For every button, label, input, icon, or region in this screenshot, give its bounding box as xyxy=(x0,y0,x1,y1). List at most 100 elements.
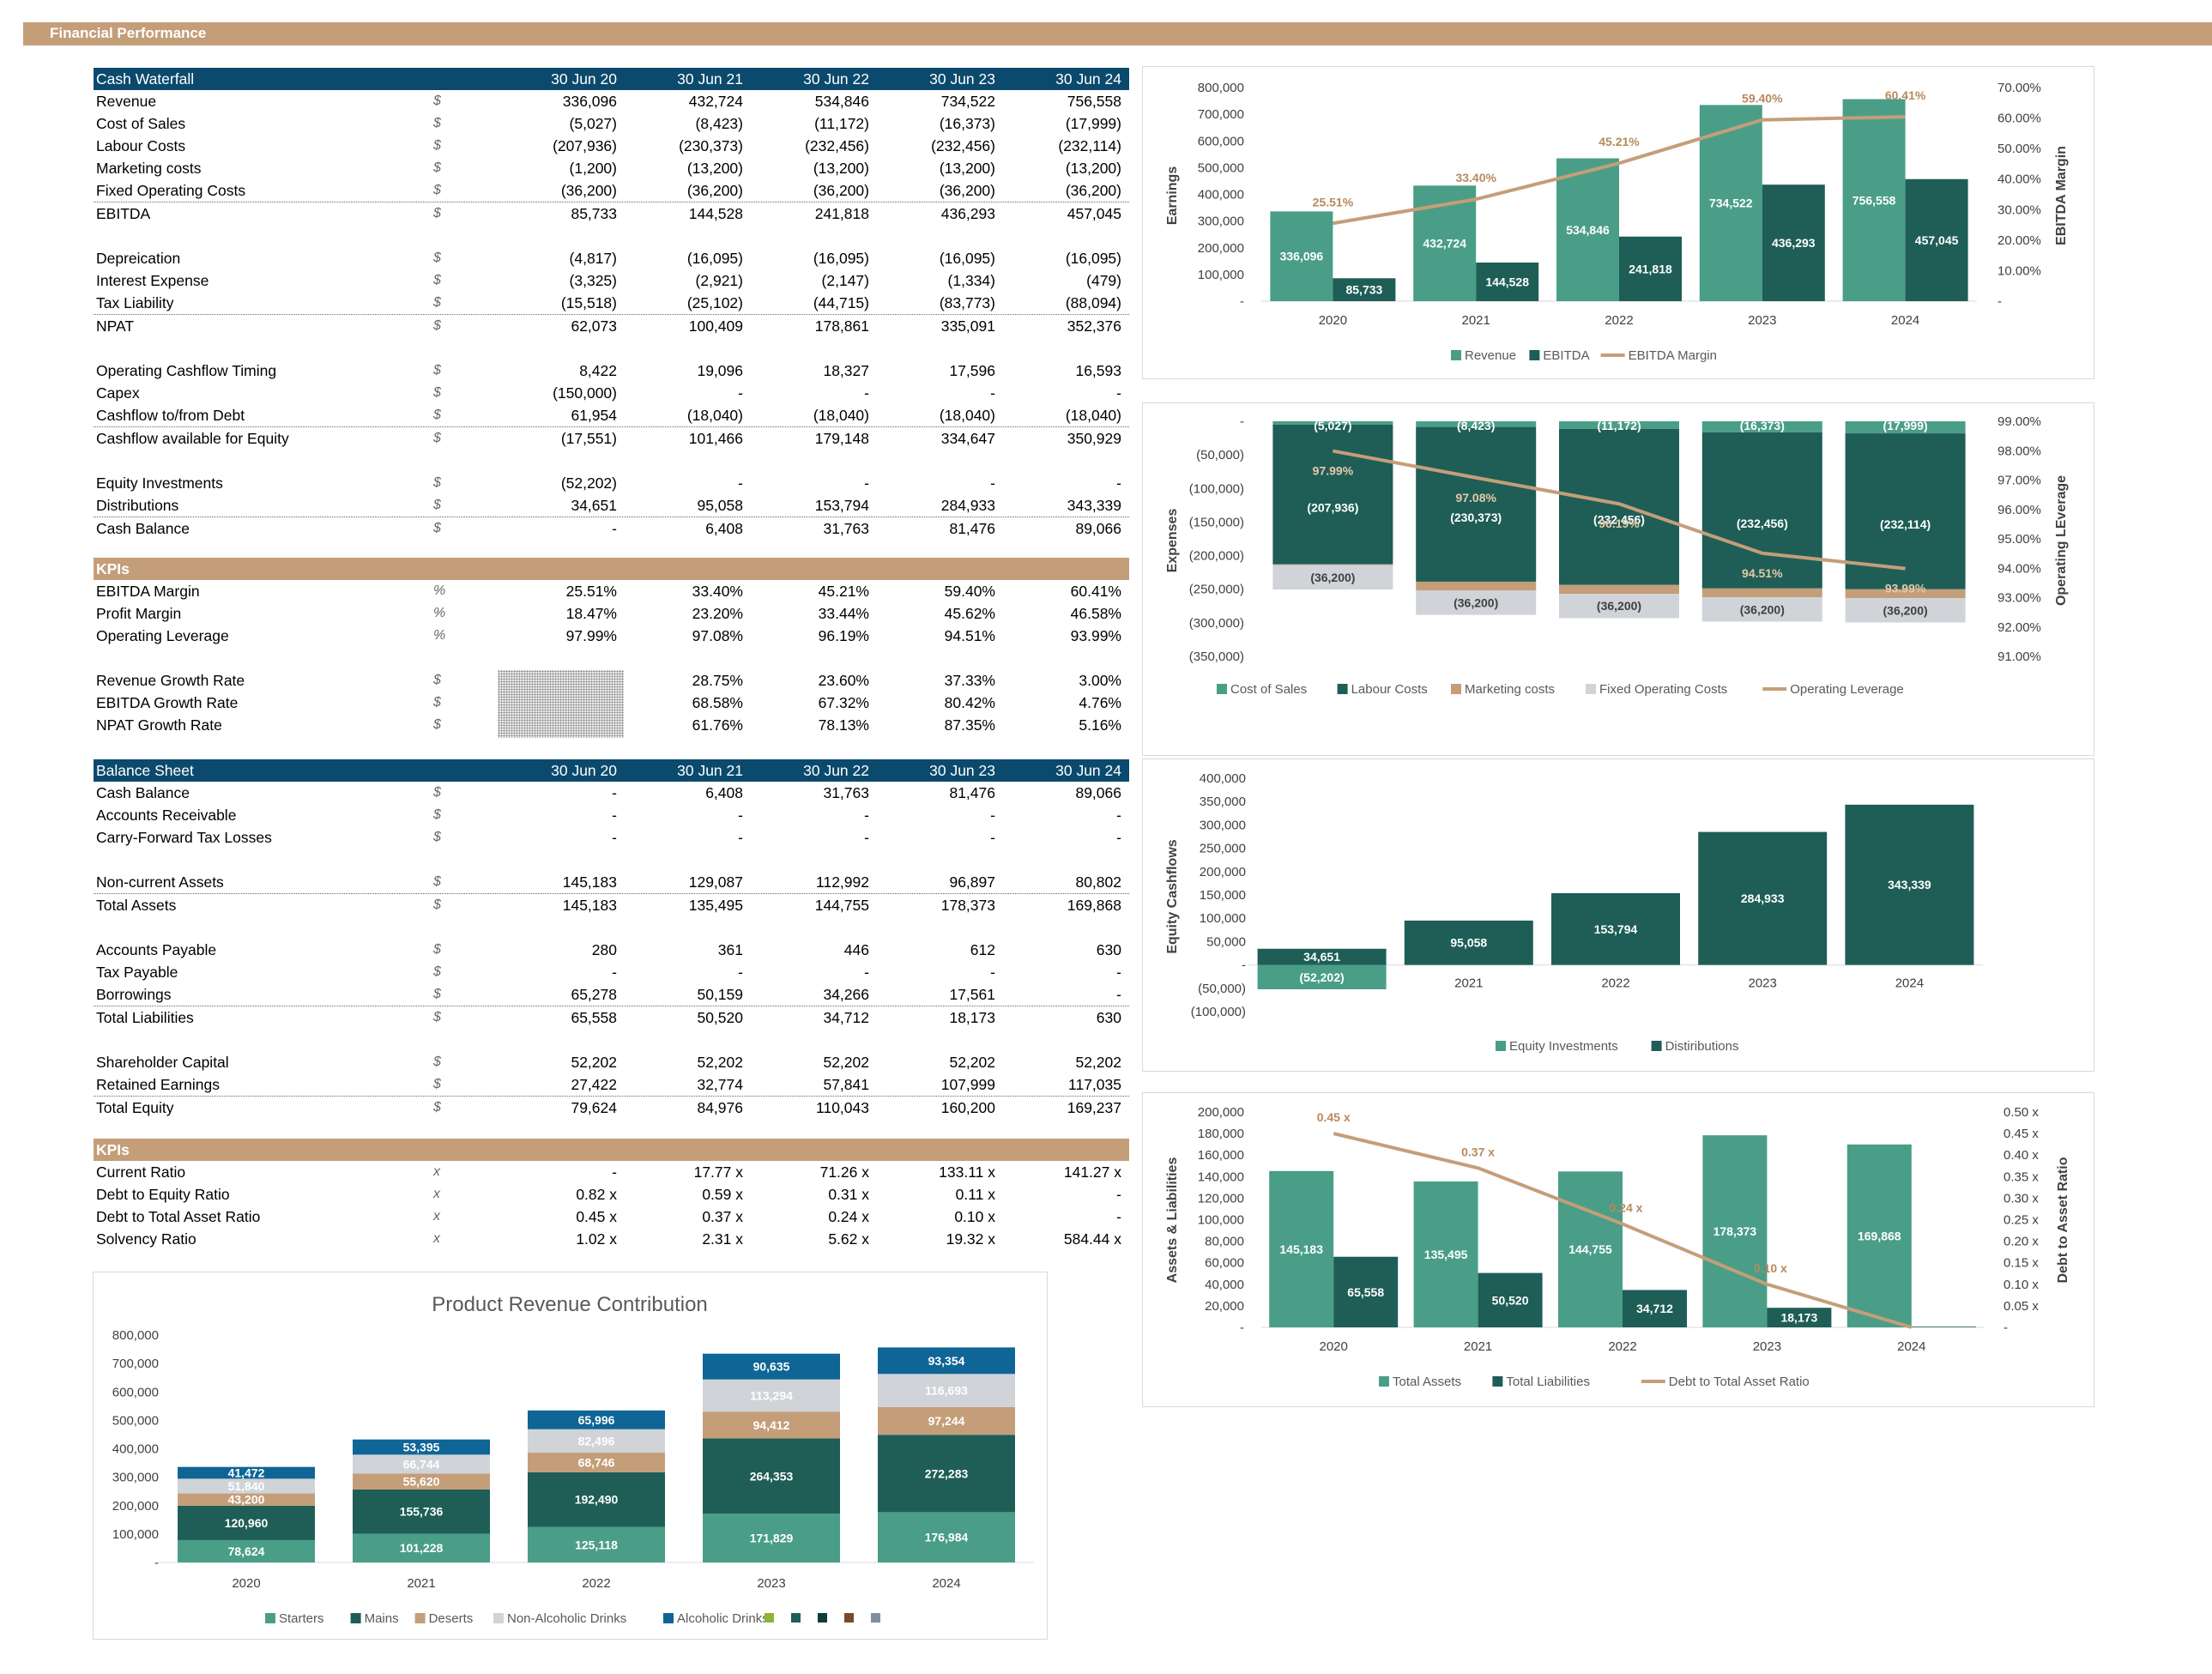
alcoholic-drinks-bar xyxy=(878,1347,1015,1375)
cell-value: 584.44 x xyxy=(1063,1230,1121,1248)
leverage-data-label: 93.99% xyxy=(1885,582,1926,595)
assets-liabilities-chart-svg: 200,000 180,000 160,000 140,000 120,000 100,0… xyxy=(1165,1105,2070,1389)
row-unit: $ xyxy=(433,807,441,822)
cell-value: - xyxy=(738,829,743,846)
cell-value: 60.41% xyxy=(1070,583,1121,600)
table-row: Current Ratio x - 17.77 x 71.26 x 133.11 x 141… xyxy=(94,1161,1129,1183)
legend-swatch xyxy=(765,1613,774,1623)
cell-value: 61,954 xyxy=(571,407,617,424)
y-tick-label: 40,000 xyxy=(1205,1278,1244,1292)
cell-value: 17,596 xyxy=(949,362,995,379)
row-label: Revenue xyxy=(96,93,157,110)
y-tick-label: 400,000 xyxy=(112,1442,159,1457)
table-row: Profit Margin% 18.47% 23.20% 33.44% 45.62% 46… xyxy=(94,602,1129,625)
cell-value: 141.27 x xyxy=(1063,1163,1121,1181)
total-liabilities-bar xyxy=(1767,1308,1832,1327)
row-unit: $ xyxy=(433,521,441,535)
revenue-data-label: 756,558 xyxy=(1852,193,1896,207)
assets-data-label: 178,373 xyxy=(1713,1224,1757,1238)
cos-data-label: (17,999) xyxy=(1883,419,1928,432)
x-tick-label: 2022 xyxy=(1608,1339,1636,1354)
cell-value: 16,593 xyxy=(1075,362,1121,379)
revenue-data-label: 534,846 xyxy=(1566,223,1610,237)
y-tick-label: 300,000 xyxy=(1198,215,1244,229)
cell-value: 59.40% xyxy=(944,583,995,600)
starters-bar xyxy=(878,1512,1015,1562)
row-label: Total Equity xyxy=(96,1099,174,1116)
table-row: EBITDA Growth Rate $68.58% 67.32% 80.42% 4.7… xyxy=(94,692,1129,714)
y-axis-title: Equity Cashflows xyxy=(1165,839,1180,953)
cell-value: 343,339 xyxy=(1067,497,1121,514)
table-row: Total Liabilities $65,558 50,520 34,712 18,1… xyxy=(94,1006,1129,1029)
period-header: 30 Jun 23 xyxy=(929,70,995,88)
cell-value: (18,040) xyxy=(1065,407,1121,424)
row-unit: $ xyxy=(433,717,441,732)
cell-value: 117,035 xyxy=(1068,1076,1121,1093)
banner-title: Financial Performance xyxy=(50,25,207,41)
cell-value: (15,518) xyxy=(560,294,617,311)
cell-value: (16,095) xyxy=(686,250,743,267)
x-tick-label: 2023 xyxy=(1753,1339,1781,1354)
cell-value: (230,373) xyxy=(679,137,743,154)
row-label: Capex xyxy=(96,384,140,402)
revenue-data-label: 734,522 xyxy=(1709,196,1753,210)
leverage-data-label: 97.99% xyxy=(1313,464,1354,478)
segment-data-label: 125,118 xyxy=(575,1538,618,1551)
cell-value: 80.42% xyxy=(944,694,995,711)
y-tick-label: 300,000 xyxy=(1200,818,1246,832)
margin-data-label: 25.51% xyxy=(1313,195,1354,208)
y2-tick-label: 30.00% xyxy=(1997,202,2041,217)
labour-data-label: (232,456) xyxy=(1737,517,1788,530)
y-tick-label: (100,000) xyxy=(1189,481,1244,496)
legend-swatch xyxy=(1492,1376,1503,1387)
y2-tick-label: 0.20 x xyxy=(2003,1235,2039,1249)
cell-value: (18,040) xyxy=(813,407,869,424)
y-tick-label: - xyxy=(1240,294,1244,309)
cell-value: - xyxy=(864,807,869,824)
table-header-title: Balance Sheet xyxy=(96,762,194,779)
y2-tick-label: 0.50 x xyxy=(2003,1105,2039,1120)
y2-tick-label: 0.15 x xyxy=(2003,1256,2039,1271)
cell-value: (36,200) xyxy=(939,182,995,199)
cell-value: 5.16% xyxy=(1079,716,1121,734)
total-assets-bar xyxy=(1702,1135,1768,1327)
row-label: Operating Leverage xyxy=(96,627,229,644)
cell-value: 178,861 xyxy=(814,317,869,335)
x-tick-label: 2020 xyxy=(1320,1339,1348,1354)
cell-value: - xyxy=(738,474,743,492)
total-assets-bar xyxy=(1269,1170,1334,1327)
expenses-chart-svg: - (50,000) (100,000) (150,000) (200,000) (250… xyxy=(1165,414,2069,697)
row-unit: $ xyxy=(433,475,441,490)
distributions-data-label: 153,794 xyxy=(1594,922,1638,936)
y-tick-label: 50,000 xyxy=(1206,934,1246,949)
cell-value: (25,102) xyxy=(686,294,743,311)
fixed-costs-data-label: (36,200) xyxy=(1310,571,1355,584)
y-tick-label: 400,000 xyxy=(1200,771,1246,786)
ebitda-bar xyxy=(1333,278,1396,301)
cell-value: 8,422 xyxy=(579,362,617,379)
cell-value: 79,624 xyxy=(571,1099,617,1116)
y2-tick-label: 95.00% xyxy=(1997,532,2041,547)
ebitda-data-label: 85,733 xyxy=(1345,283,1382,297)
table-row xyxy=(94,337,1129,360)
legend-label: Mains xyxy=(365,1611,399,1626)
assets-data-label: 144,755 xyxy=(1568,1242,1612,1256)
cell-value: - xyxy=(612,829,617,846)
x-tick-label: 2022 xyxy=(1601,976,1629,991)
row-label: Carry-Forward Tax Losses xyxy=(96,829,272,846)
row-unit: $ xyxy=(433,385,441,400)
cell-value: 145,183 xyxy=(562,873,617,891)
row-label: Equity Investments xyxy=(96,474,223,492)
cell-value: 0.11 x xyxy=(955,1186,995,1203)
y2-axis-title: Debt to Asset Ratio xyxy=(2056,1157,2070,1283)
cell-value: (83,773) xyxy=(939,294,995,311)
distributions-data-label: 34,651 xyxy=(1303,950,1340,964)
ebitda-data-label: 457,045 xyxy=(1915,233,1959,247)
fixed-operating-costs-bar xyxy=(1272,565,1393,589)
row-unit: $ xyxy=(433,1100,441,1115)
cell-value: (232,114) xyxy=(1058,137,1121,154)
y-tick-label: 700,000 xyxy=(1198,107,1244,122)
period-header: 30 Jun 20 xyxy=(551,70,617,88)
liabilities-data-label: 50,520 xyxy=(1492,1293,1529,1307)
y-tick-label: 600,000 xyxy=(1198,134,1244,148)
